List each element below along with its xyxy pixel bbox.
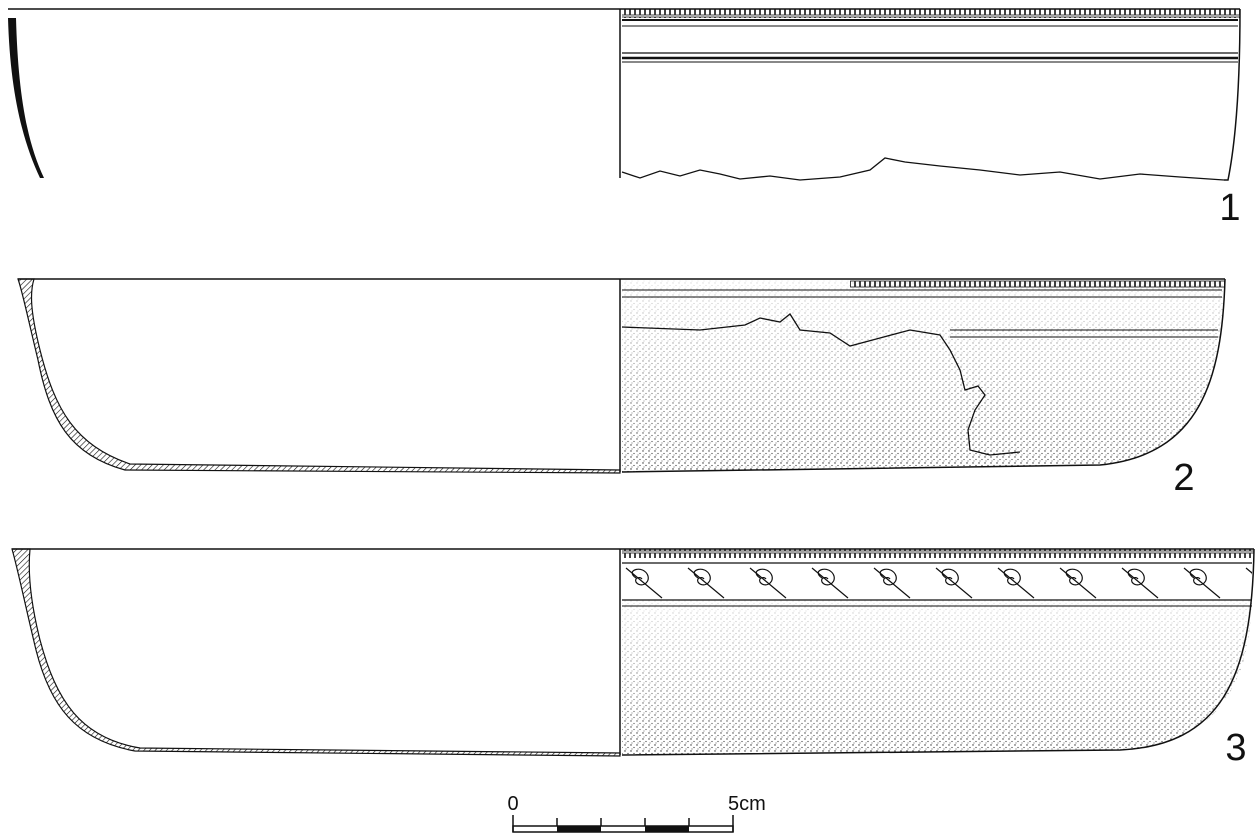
line-art <box>622 600 1252 755</box>
line-art <box>622 566 1252 600</box>
scale-bar: 0 5cm <box>507 793 766 833</box>
line-art <box>557 826 601 832</box>
vessel-3 <box>11 548 1255 757</box>
vessel-number: 1 <box>1219 187 1240 229</box>
line-art <box>512 815 734 832</box>
line-art <box>621 548 1255 756</box>
vessel-number: 3 <box>1225 727 1246 769</box>
line-art <box>1224 8 1241 181</box>
line-art <box>17 278 621 474</box>
line-art <box>621 278 1226 473</box>
line-art <box>645 826 689 832</box>
line-art <box>622 9 1240 18</box>
line-art <box>11 548 621 757</box>
line-art <box>622 549 1254 558</box>
vessel-2 <box>17 278 1226 474</box>
scale-label: 5cm <box>728 793 766 815</box>
line-art <box>621 313 1021 456</box>
line-art <box>512 825 734 833</box>
vessel-number: 2 <box>1173 457 1194 499</box>
line-art <box>622 280 1225 472</box>
vessel-1 <box>8 8 1241 181</box>
scale-label: 0 <box>507 793 518 815</box>
line-art <box>621 157 1225 181</box>
line-art <box>850 279 1225 288</box>
line-art <box>8 18 44 178</box>
